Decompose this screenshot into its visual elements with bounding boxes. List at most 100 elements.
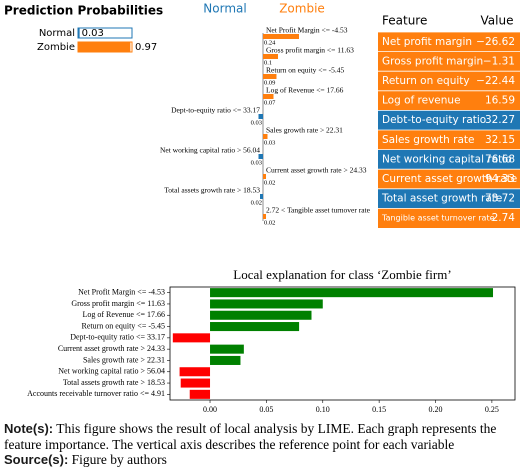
notes: Note(s): This figure shows the result of… bbox=[4, 421, 516, 468]
value-label: 0.03 bbox=[82, 28, 104, 39]
bar bbox=[263, 94, 274, 99]
table-cell: Net profit margin bbox=[382, 36, 472, 48]
bar bbox=[258, 154, 263, 159]
source: Source(s): Figure by authors bbox=[4, 452, 516, 468]
value-label: 0.09 bbox=[264, 79, 275, 86]
rule-label: 2.72 < Tangible asset turnover rate bbox=[266, 206, 371, 215]
table-row bbox=[378, 208, 520, 228]
bar bbox=[210, 322, 300, 332]
value-label: 0.03 bbox=[251, 159, 262, 166]
table-cell: 16.59 bbox=[485, 95, 515, 107]
rule-label: Return on equity <= -5.45 bbox=[266, 66, 344, 75]
table-cell: −22.44 bbox=[476, 75, 515, 87]
class-label: Zombie bbox=[279, 2, 325, 16]
value-label: 0.07 bbox=[264, 99, 276, 106]
bar bbox=[78, 28, 80, 38]
source-text: Figure by authors bbox=[71, 452, 167, 467]
table-row bbox=[378, 188, 520, 209]
rule-label: Gross profit margin <= 11.63 bbox=[266, 46, 354, 55]
table-cell: −1.31 bbox=[483, 55, 515, 67]
note-label: Note(s): bbox=[4, 421, 54, 436]
bar bbox=[210, 299, 323, 309]
class-label: Normal bbox=[203, 2, 246, 16]
y-tick-label: Accounts receivable turnover ratio <= 4.… bbox=[27, 389, 165, 398]
bar bbox=[180, 378, 211, 388]
bar bbox=[260, 194, 263, 199]
bar bbox=[263, 134, 268, 139]
bar bbox=[210, 344, 244, 354]
y-tick-label: Total assets growth rate > 18.53 bbox=[63, 378, 165, 387]
plot-frame bbox=[169, 286, 516, 401]
y-tick-label: Net Profit Margin <= -4.53 bbox=[78, 287, 165, 296]
rule-label: Dept-to-equity ratio <= 33.17 bbox=[171, 106, 260, 115]
table-cell: 32.15 bbox=[485, 134, 515, 146]
table-header: Value bbox=[481, 14, 514, 28]
x-tick-label: 0.00 bbox=[203, 405, 217, 414]
rule-label: Total assets growth rate > 18.53 bbox=[164, 186, 260, 195]
rule-label: Net working capital ratio > 56.04 bbox=[160, 146, 260, 155]
x-tick-label: 0.15 bbox=[372, 405, 386, 414]
x-tick-label: 0.20 bbox=[429, 405, 443, 414]
rule-label: Net Profit Margin <= -4.53 bbox=[266, 26, 348, 35]
y-tick-label: Net working capital ratio > 56.04 bbox=[58, 367, 165, 376]
bar bbox=[263, 74, 277, 79]
x-tick-label: 0.05 bbox=[259, 405, 273, 414]
category-label: Normal bbox=[39, 28, 75, 39]
table-cell: Log of revenue bbox=[382, 95, 461, 107]
value-label: 0.03 bbox=[264, 139, 275, 146]
table-row bbox=[378, 51, 520, 72]
value-label: 0.02 bbox=[264, 179, 275, 186]
table-cell: 94.33 bbox=[485, 173, 515, 185]
bar bbox=[210, 288, 494, 298]
table-header: Feature bbox=[382, 14, 427, 28]
y-tick-label: Return on equity <= -5.45 bbox=[82, 321, 165, 330]
table-cell: Net working capital ratio bbox=[382, 153, 512, 165]
y-tick-label: Sales growth rate > 22.31 bbox=[83, 355, 165, 364]
table-cell: 76.68 bbox=[485, 153, 515, 165]
table-cell: 2.74 bbox=[492, 212, 516, 224]
source-label: Source(s): bbox=[4, 452, 69, 467]
table-row bbox=[378, 90, 520, 111]
bar bbox=[210, 310, 312, 320]
bar bbox=[263, 54, 278, 59]
table-cell: Gross profit margin bbox=[382, 55, 483, 67]
y-tick-label: Log of Revenue <= 17.66 bbox=[82, 310, 165, 319]
table-row bbox=[378, 149, 520, 170]
rule-label: Sales growth rate > 22.31 bbox=[266, 126, 343, 135]
bar bbox=[172, 333, 211, 343]
table-row bbox=[378, 169, 520, 189]
figure: Prediction Probabilities Normal 0.03 Zombie… bbox=[4, 2, 520, 414]
bar bbox=[263, 34, 299, 39]
table-cell: Tangible asset turnover rate bbox=[381, 214, 495, 223]
bar bbox=[179, 367, 211, 377]
x-tick-label: 0.10 bbox=[316, 405, 330, 414]
value-label: 0.02 bbox=[251, 199, 262, 206]
bar bbox=[258, 114, 263, 119]
value-label: 0.03 bbox=[251, 119, 262, 126]
table-cell: Sales growth rate bbox=[382, 134, 475, 146]
bar bbox=[210, 355, 241, 365]
value-label: 0.97 bbox=[135, 42, 157, 53]
table-row bbox=[378, 110, 520, 130]
table-cell: 73.72 bbox=[485, 193, 515, 205]
table-cell: 32.27 bbox=[485, 114, 515, 126]
bar bbox=[263, 174, 266, 179]
y-tick-label: Gross profit margin <= 11.63 bbox=[71, 299, 165, 308]
chart-title: Local explanation for class ‘Zombie firm… bbox=[233, 267, 451, 282]
y-tick-label: Dept-to-equity ratio <= 33.17 bbox=[70, 333, 165, 342]
rule-label: Log of Revenue <= 17.66 bbox=[266, 86, 344, 95]
table-cell: Total asset growth rate bbox=[381, 193, 502, 205]
table-row bbox=[378, 32, 520, 52]
bar bbox=[263, 214, 266, 219]
category-label: Zombie bbox=[37, 42, 75, 53]
rule-label: Current asset growth rate > 24.33 bbox=[266, 166, 367, 175]
table-row bbox=[378, 71, 520, 91]
bar bbox=[78, 42, 131, 52]
value-label: 0.02 bbox=[264, 219, 275, 226]
table-cell: Debt-to-equity ratio bbox=[382, 114, 486, 126]
value-label: 0.24 bbox=[264, 39, 276, 46]
x-tick-label: 0.25 bbox=[485, 405, 499, 414]
table-cell: −26.62 bbox=[476, 36, 515, 48]
y-tick-label: Current asset growth rate > 24.33 bbox=[58, 344, 165, 353]
